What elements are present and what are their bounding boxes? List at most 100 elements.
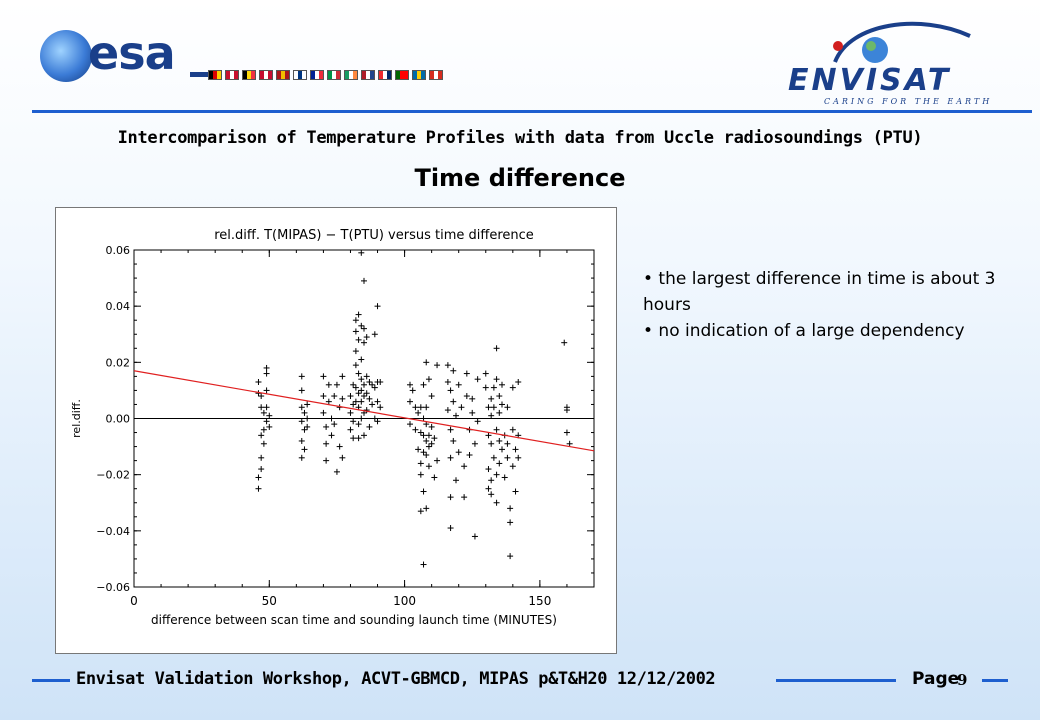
data-point — [260, 426, 267, 433]
data-point — [371, 384, 378, 391]
data-point — [425, 376, 432, 383]
data-point — [466, 452, 473, 459]
data-point — [512, 488, 519, 495]
data-point — [260, 440, 267, 447]
data-point — [374, 303, 381, 310]
data-point — [355, 370, 362, 377]
data-point — [474, 418, 481, 425]
data-point — [369, 381, 376, 388]
data-point — [361, 393, 367, 400]
y-tick-label: 0.02 — [106, 356, 131, 369]
data-point — [374, 418, 381, 425]
data-point — [358, 376, 365, 383]
data-point — [377, 404, 384, 411]
data-point — [255, 485, 262, 492]
page-number: 9 — [957, 671, 968, 689]
data-point — [515, 454, 522, 461]
data-point — [425, 443, 432, 450]
flag-icon — [242, 70, 256, 80]
data-point — [355, 336, 362, 343]
data-point — [420, 488, 427, 495]
envisat-globe-icon — [862, 37, 888, 63]
data-point — [415, 409, 422, 416]
data-point — [563, 407, 570, 414]
data-point — [323, 457, 330, 464]
data-point — [509, 463, 516, 470]
data-point — [355, 421, 362, 428]
data-point — [350, 435, 357, 442]
data-point — [496, 437, 503, 444]
data-point — [301, 426, 308, 433]
data-point — [263, 418, 270, 425]
data-point — [333, 468, 340, 475]
data-point — [258, 393, 265, 400]
data-point — [501, 474, 508, 481]
page-label: Page — [912, 669, 960, 689]
data-point — [331, 393, 338, 400]
data-point — [485, 432, 492, 439]
flag-icon — [327, 70, 341, 80]
data-point — [263, 387, 270, 394]
envisat-tagline: CARING FOR THE EARTH — [824, 97, 992, 106]
data-point — [339, 395, 346, 402]
data-point — [423, 404, 430, 411]
data-point — [255, 378, 262, 385]
data-point — [482, 384, 489, 391]
data-point — [415, 446, 422, 453]
data-point — [366, 395, 373, 402]
data-point — [371, 415, 378, 422]
data-point — [347, 426, 354, 433]
data-point — [352, 348, 359, 355]
data-point — [488, 412, 495, 419]
slide-subtitle: Intercomparison of Temperature Profiles … — [117, 128, 923, 148]
data-point — [450, 437, 457, 444]
data-point — [420, 449, 427, 456]
data-point — [328, 415, 335, 422]
data-point — [417, 429, 424, 436]
data-point — [304, 415, 311, 422]
data-point — [490, 454, 497, 461]
bullet-list: • the largest difference in time is abou… — [643, 266, 1023, 344]
data-point — [507, 553, 514, 560]
data-point — [561, 339, 568, 346]
data-point — [325, 398, 332, 405]
footer-divider-right — [982, 679, 1008, 682]
data-point — [298, 437, 305, 444]
data-point — [463, 370, 470, 377]
flag-icon — [208, 70, 222, 80]
data-point — [336, 443, 343, 450]
flag-icon — [344, 70, 358, 80]
data-point — [499, 381, 505, 388]
flag-icon — [276, 70, 290, 80]
data-point — [504, 440, 511, 447]
data-point — [350, 381, 357, 388]
data-point — [469, 395, 476, 402]
data-point — [258, 404, 265, 411]
data-point — [453, 412, 459, 419]
x-tick-label: 50 — [262, 594, 277, 608]
data-point — [431, 435, 438, 442]
data-point — [493, 499, 500, 506]
flag-icon — [429, 70, 443, 80]
envisat-logo-text: ENVISAT — [788, 63, 951, 98]
flag-icon — [310, 70, 324, 80]
esa-logo-underline — [190, 72, 208, 77]
data-point — [485, 485, 492, 492]
data-point — [507, 505, 514, 512]
data-point — [358, 249, 365, 256]
data-point — [450, 398, 457, 405]
y-tick-label: −0.02 — [96, 469, 130, 482]
envisat-red-dot-icon — [833, 41, 843, 51]
data-point — [363, 373, 370, 380]
y-axis-label: rel.diff. — [70, 399, 83, 438]
data-point — [453, 477, 459, 484]
data-point — [320, 393, 327, 400]
data-point — [266, 412, 273, 419]
data-point — [434, 457, 441, 464]
data-point — [461, 494, 468, 501]
data-point — [423, 359, 430, 366]
data-point — [444, 378, 451, 385]
data-point — [355, 390, 362, 397]
data-point — [258, 432, 265, 439]
data-point — [409, 387, 416, 394]
